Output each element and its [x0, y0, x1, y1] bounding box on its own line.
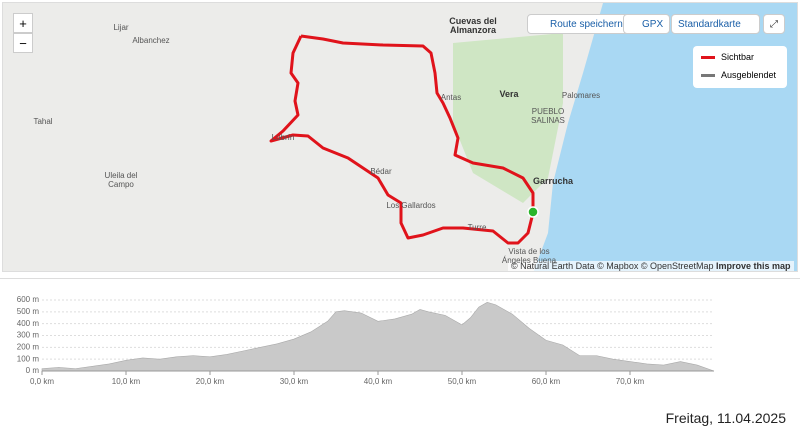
x-tick-label: 40,0 km [364, 377, 393, 386]
place-label: Cuevas del Almanzora [449, 16, 497, 35]
attribution-text: © Natural Earth Data © Mapbox © OpenStre… [511, 261, 714, 271]
y-tick-label: 400 m [17, 319, 40, 328]
legend: Sichtbar Ausgeblendet [693, 46, 787, 88]
zoom-out[interactable]: − [13, 33, 33, 53]
place-label: Uleila del Campo [104, 171, 138, 189]
x-tick-label: 20,0 km [196, 377, 225, 386]
place-label: Albanchez [132, 36, 170, 45]
route [269, 34, 535, 245]
date: Freitag, 11.04.2025 [665, 410, 786, 426]
map[interactable]: + − Route speichern GPX Standardkarte ⤢ … [2, 2, 798, 272]
place-label: Garrucha [532, 176, 574, 186]
place-label: Lubrín [271, 133, 295, 142]
place-label: Turre [467, 223, 487, 232]
legend-label[interactable]: Sichtbar [721, 52, 755, 62]
map-style-button[interactable]: Standardkarte [671, 14, 760, 34]
x-tick-label: 30,0 km [280, 377, 309, 386]
x-tick-label: 70,0 km [616, 377, 645, 386]
y-tick-label: 300 m [17, 331, 40, 340]
save-route-button[interactable]: Route speichern [527, 14, 630, 34]
place-label: Bédar [370, 167, 392, 176]
y-tick-label: 0 m [26, 366, 40, 375]
x-tick-label: 50,0 km [448, 377, 477, 386]
x-tick-label: 60,0 km [532, 377, 561, 386]
x-tick-label: 10,0 km [112, 377, 141, 386]
divider[interactable] [0, 272, 800, 279]
place-label: Antas [440, 93, 462, 102]
attribution: © Natural Earth Data © Mapbox © OpenStre… [508, 261, 794, 271]
legend-swatch [701, 74, 715, 77]
place-label: Vera [499, 89, 519, 99]
legend-swatch [701, 56, 715, 59]
legend-label[interactable]: Ausgeblendet [721, 70, 777, 80]
y-tick-label: 600 m [17, 295, 40, 304]
green-area [453, 33, 563, 203]
x-tick-label: 0,0 km [30, 377, 54, 386]
place-label: Lijar [113, 23, 129, 32]
y-tick-label: 200 m [17, 342, 40, 351]
start-point [527, 206, 539, 218]
elevation-chart: 0 m 100 m 200 m 300 m 400 m 500 m 600 m 0,0 km 1… [17, 295, 715, 386]
gpx-button[interactable]: GPX [623, 14, 671, 34]
place-label: Palomares [561, 91, 601, 100]
elevation-area [41, 302, 715, 372]
zoom-in[interactable]: + [13, 13, 33, 33]
place-label: PUEBLO SALINAS [531, 107, 565, 125]
y-tick-label: 500 m [17, 307, 40, 316]
improve-link[interactable]: Improve this map [716, 261, 791, 271]
place-label: Los Gallardos [386, 201, 436, 210]
y-tick-label: 100 m [17, 354, 40, 363]
fullscreen-button[interactable]: ⤢ [763, 14, 785, 34]
place-label: Vista de los Ángeles Buena [501, 247, 557, 265]
place-label: Tahal [33, 117, 53, 126]
